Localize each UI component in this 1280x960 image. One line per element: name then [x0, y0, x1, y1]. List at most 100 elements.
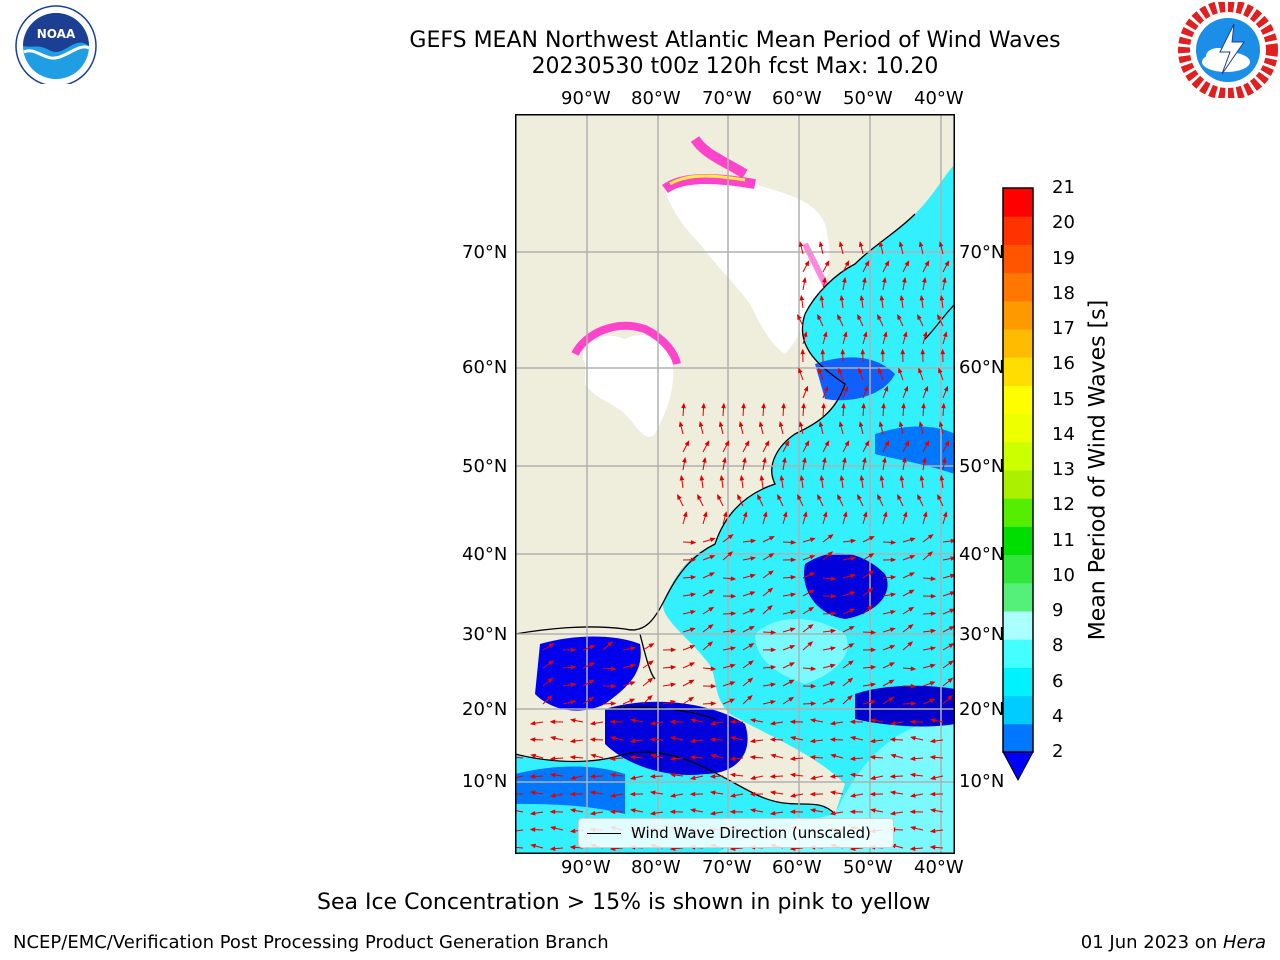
wind-arrow-head	[841, 402, 846, 409]
wind-arrow-head	[549, 809, 556, 815]
wind-arrow-head	[669, 772, 676, 778]
wind-arrow-head	[937, 314, 942, 320]
north-atlantic-blue	[875, 426, 955, 474]
wind-arrow-head	[648, 660, 654, 666]
wind-arrow-head	[649, 774, 656, 779]
lon-label-bottom-80w: 80°W	[631, 857, 681, 878]
wind-arrow-head	[789, 772, 796, 778]
wind-arrow-head	[799, 474, 805, 481]
wind-arrow-head	[822, 511, 828, 518]
wind-arrow-head	[857, 494, 862, 500]
wind-arrow-head	[809, 555, 816, 560]
wind-arrow-head	[689, 645, 696, 650]
wind-arrow-head	[890, 609, 896, 615]
pacific-strip-blue	[515, 766, 625, 814]
wind-arrow-head	[830, 593, 837, 599]
wind-arrow-head	[850, 735, 856, 741]
wind-arrow-head	[890, 574, 897, 580]
wind-arrow-head	[789, 719, 796, 725]
wind-arrow-head	[730, 593, 737, 599]
wind-arrow-head	[730, 735, 736, 741]
lat-label-left-20n: 20°N	[462, 699, 508, 720]
wind-arrow-head	[937, 494, 942, 500]
wind-arrow-head	[842, 456, 847, 463]
wind-arrow-head	[882, 511, 888, 518]
wind-arrow-head	[802, 276, 807, 283]
wind-arrow-head	[789, 793, 796, 798]
lat-label-right-20n: 20°N	[959, 699, 1005, 720]
lat-label-right-10n: 10°N	[959, 771, 1005, 792]
wind-arrow-head	[879, 474, 885, 481]
wind-arrow-head	[770, 753, 777, 759]
wind-arrow-head	[949, 591, 955, 596]
wind-arrow-head	[649, 737, 656, 742]
wind-arrow-head	[882, 331, 888, 338]
wind-arrow-head	[739, 474, 745, 481]
colorbar-tick-label: 13	[1052, 459, 1075, 480]
wind-arrow-head	[889, 720, 896, 726]
wind-arrow-head	[930, 646, 937, 651]
wind-arrow-head	[868, 553, 875, 559]
wind-arrow-head	[882, 276, 887, 283]
wind-arrow	[515, 809, 524, 813]
wind-arrow-head	[898, 421, 904, 427]
wind-arrow-head	[781, 402, 786, 409]
wind-arrow-head	[749, 573, 756, 579]
wind-arrow-head	[681, 402, 686, 409]
wind-arrow-head	[929, 808, 936, 813]
hudson-bay	[583, 335, 674, 437]
wind-arrow-head	[778, 421, 784, 427]
wind-arrow-head	[847, 677, 854, 683]
wind-arrow-head	[948, 626, 955, 631]
wind-arrow-head	[909, 772, 916, 778]
wind-arrow-head	[729, 719, 736, 725]
wind-arrow-head	[808, 589, 815, 595]
wind-arrow-head	[809, 718, 816, 723]
wind-arrow-head	[789, 645, 796, 650]
wind-arrow-head	[610, 701, 617, 706]
wind-arrow-head	[948, 643, 955, 649]
wind-arrow-head	[884, 260, 890, 267]
wind-arrow-head	[629, 808, 636, 813]
wind-arrow-head	[884, 440, 890, 447]
map-legend: Wind Wave Direction (unscaled)	[578, 818, 894, 848]
wind-arrow-head	[798, 241, 804, 247]
wind-arrow-head	[738, 421, 744, 427]
wind-arrow-head	[779, 474, 785, 481]
wind-arrow-head	[529, 720, 536, 726]
wind-arrow-head	[942, 511, 948, 518]
wind-arrow-head	[910, 735, 916, 741]
wind-arrow-head	[904, 440, 910, 447]
wind-arrow-head	[890, 540, 897, 545]
wind-arrow-head	[844, 260, 850, 267]
wind-arrow-head	[881, 402, 886, 409]
wind-arrow-head	[929, 718, 936, 723]
colorbar-segment	[1003, 695, 1033, 725]
lon-label-bottom-60w: 60°W	[772, 857, 822, 878]
wind-arrow-head	[830, 753, 837, 759]
wind-arrow-head	[809, 808, 816, 813]
wind-arrow-head	[708, 606, 715, 612]
wind-arrow-head	[924, 440, 930, 447]
wind-arrow-head	[917, 314, 922, 320]
wind-arrow-head	[890, 753, 897, 759]
wind-arrow-head	[837, 494, 842, 500]
wind-arrow-head	[889, 790, 896, 796]
wind-arrow-head	[941, 402, 946, 409]
wind-arrow-head	[817, 494, 822, 500]
wind-arrow-head	[869, 791, 876, 797]
wind-arrow-head	[799, 294, 805, 301]
wind-arrow-head	[790, 557, 797, 563]
wind-arrow-head	[943, 385, 949, 392]
colorbar-segment	[1003, 385, 1033, 415]
wind-arrow-head	[870, 630, 877, 635]
wind-arrow-head	[922, 331, 928, 338]
wind-arrow-head	[588, 696, 595, 702]
wind-arrow-head	[688, 679, 695, 685]
wind-arrow-head	[741, 402, 746, 409]
wind-arrow-head	[690, 540, 697, 545]
wind-arrow-head	[929, 663, 936, 669]
wind-arrow-head	[529, 827, 536, 832]
wind-arrow-head	[782, 511, 788, 518]
wind-arrow-head	[589, 774, 596, 779]
